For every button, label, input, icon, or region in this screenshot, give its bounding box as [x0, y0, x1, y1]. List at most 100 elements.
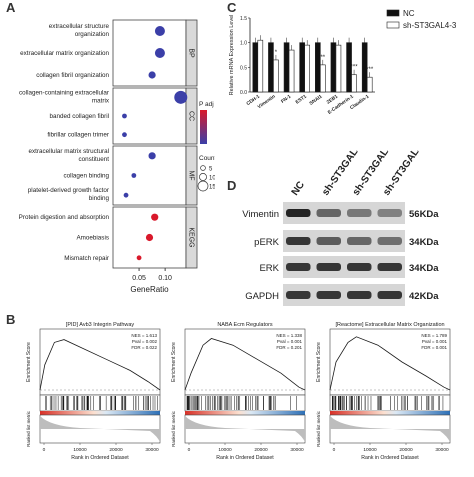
- facet-strip-cc: [185, 87, 198, 145]
- significance-marker: **: [320, 55, 325, 61]
- gsea-stat: NES = 1.338: [276, 333, 302, 338]
- term-label: extracellular matrix structural: [29, 148, 109, 155]
- protein-band: [377, 237, 402, 245]
- protein-band: [286, 237, 311, 245]
- facet-strip-bp: [185, 19, 198, 87]
- term-label: organization: [75, 31, 110, 38]
- protein-band: [316, 237, 341, 245]
- hits-band: [184, 394, 306, 412]
- x-tick-label: 10000: [363, 447, 377, 453]
- gsea-stat: FDR = 0.022: [131, 345, 157, 350]
- x-tick-label: 10000: [218, 447, 232, 453]
- x-tick-label: 0: [333, 447, 336, 453]
- bar-nc: [299, 42, 305, 93]
- bar-sh: [320, 64, 326, 93]
- x-tick-label: 10000: [73, 447, 87, 453]
- bar-nc: [268, 42, 274, 93]
- rank-color-bar: [185, 411, 305, 415]
- gsea-stat: NES = 1.613: [131, 333, 157, 338]
- term-label: extracellular matrix organization: [20, 50, 109, 57]
- term-label: platelet-derived growth factor: [28, 187, 109, 194]
- es-axis-label: Enrichment Score: [26, 342, 32, 382]
- significance-marker: ***: [366, 67, 374, 73]
- bar-sh: [335, 44, 342, 93]
- category-label: SNAI1: [308, 94, 323, 107]
- panel-b: B [PID] Avb3 Integrin Pathway NES = 1.613…: [0, 312, 474, 477]
- term-dot: [154, 48, 165, 58]
- blot-strip-vimentin: [283, 202, 405, 224]
- bar-sh: [288, 49, 295, 93]
- padj-colorbar: [200, 110, 207, 144]
- rank-color-bar: [40, 411, 160, 415]
- panel-b-label: B: [6, 312, 16, 327]
- legend-counts-title: Counts: [199, 155, 215, 162]
- category-label: Vimentin: [257, 94, 277, 111]
- x-tick-label: 30000: [290, 447, 304, 453]
- term-dot: [148, 152, 156, 160]
- es-plot-frame: [329, 328, 451, 396]
- rank-color-bar: [330, 411, 450, 415]
- term-dot: [123, 192, 129, 198]
- protein-size: 42KDa: [409, 291, 439, 302]
- gsea-stat: NES = 1.789: [421, 333, 447, 338]
- mrna-bar-chart: 0.0 0.5 1.0 1.5 Relative mRNA Expression Lev…: [229, 9, 457, 116]
- term-dot: [174, 90, 188, 104]
- bar-nc: [283, 42, 290, 93]
- category-label: EST1: [295, 94, 309, 106]
- enrichment-curve: [329, 336, 451, 391]
- bar-sh: [366, 76, 373, 93]
- ranked-axis-label: Ranked list metric: [171, 410, 176, 447]
- blot-strip-gapdh: [283, 284, 405, 306]
- protein-size: 34KDa: [409, 263, 439, 274]
- blot-strip-erk: [283, 256, 405, 278]
- term-label: collagen fibril organization: [36, 72, 109, 79]
- panel-c: C 0.0 0.5 1.0 1.5 Relative mRNA Expression L…: [215, 0, 474, 170]
- facet-label: CC: [188, 111, 195, 121]
- bar-nc: [252, 42, 259, 93]
- category-label: E-Cadherin-1: [327, 94, 355, 116]
- ranked-axis-label: Ranked list metric: [316, 410, 321, 447]
- protein-band: [316, 291, 341, 299]
- x-axis-label: Rank in Ordered Dataset: [216, 455, 274, 461]
- x-tick-label: 30000: [145, 447, 159, 453]
- ranked-metric-area: [40, 416, 160, 442]
- y-tick-label: 0.5: [240, 65, 247, 71]
- term-dot: [131, 173, 137, 178]
- legend-swatch: [386, 9, 400, 17]
- term-dot: [145, 233, 154, 242]
- term-label: collagen binding: [63, 173, 109, 180]
- term-label: fibrillar collagen trimer: [47, 132, 109, 139]
- significance-marker: ***: [351, 65, 359, 71]
- term-dot: [148, 71, 156, 79]
- blot-strip-perk: [283, 230, 405, 252]
- protein-size: 34KDa: [409, 237, 439, 248]
- enrichment-curve: [39, 339, 161, 391]
- es-plot-frame: [184, 328, 306, 396]
- bar-nc: [315, 42, 321, 93]
- ranked-metric-area: [185, 416, 305, 442]
- term-label: collagen-containing extracellular: [19, 89, 109, 96]
- es-axis-label: Enrichment Score: [316, 342, 322, 382]
- bar-sh: [273, 59, 279, 93]
- count-legend-label: 5: [209, 167, 213, 173]
- protein-band: [347, 237, 372, 245]
- y-axis-label: Relative mRNA Expression Level: [229, 15, 235, 96]
- ranked-axis-label: Ranked list metric: [26, 410, 31, 447]
- ranked-metric-area: [330, 416, 450, 442]
- term-label: Amoebiasis: [76, 235, 109, 242]
- x-tick-label: 20000: [109, 447, 123, 453]
- legend-swatch: [386, 21, 400, 29]
- lane-label: NC: [290, 180, 307, 198]
- count-legend-label: 15: [209, 185, 215, 191]
- x-tick-label: 0: [188, 447, 191, 453]
- gsea-stat: Pval = 0.001: [422, 339, 448, 344]
- term-dot: [122, 132, 127, 138]
- gsea-stat: FDR = 0.201: [276, 345, 302, 350]
- panel-a: A BP extracellular structure organization e…: [0, 0, 215, 305]
- legend-label: NC: [403, 9, 415, 18]
- term-label: Protein digestion and absorption: [19, 214, 110, 221]
- x-tick-label: 20000: [399, 447, 413, 453]
- panel-c-label: C: [227, 0, 237, 15]
- protein-name: ERK: [259, 263, 279, 274]
